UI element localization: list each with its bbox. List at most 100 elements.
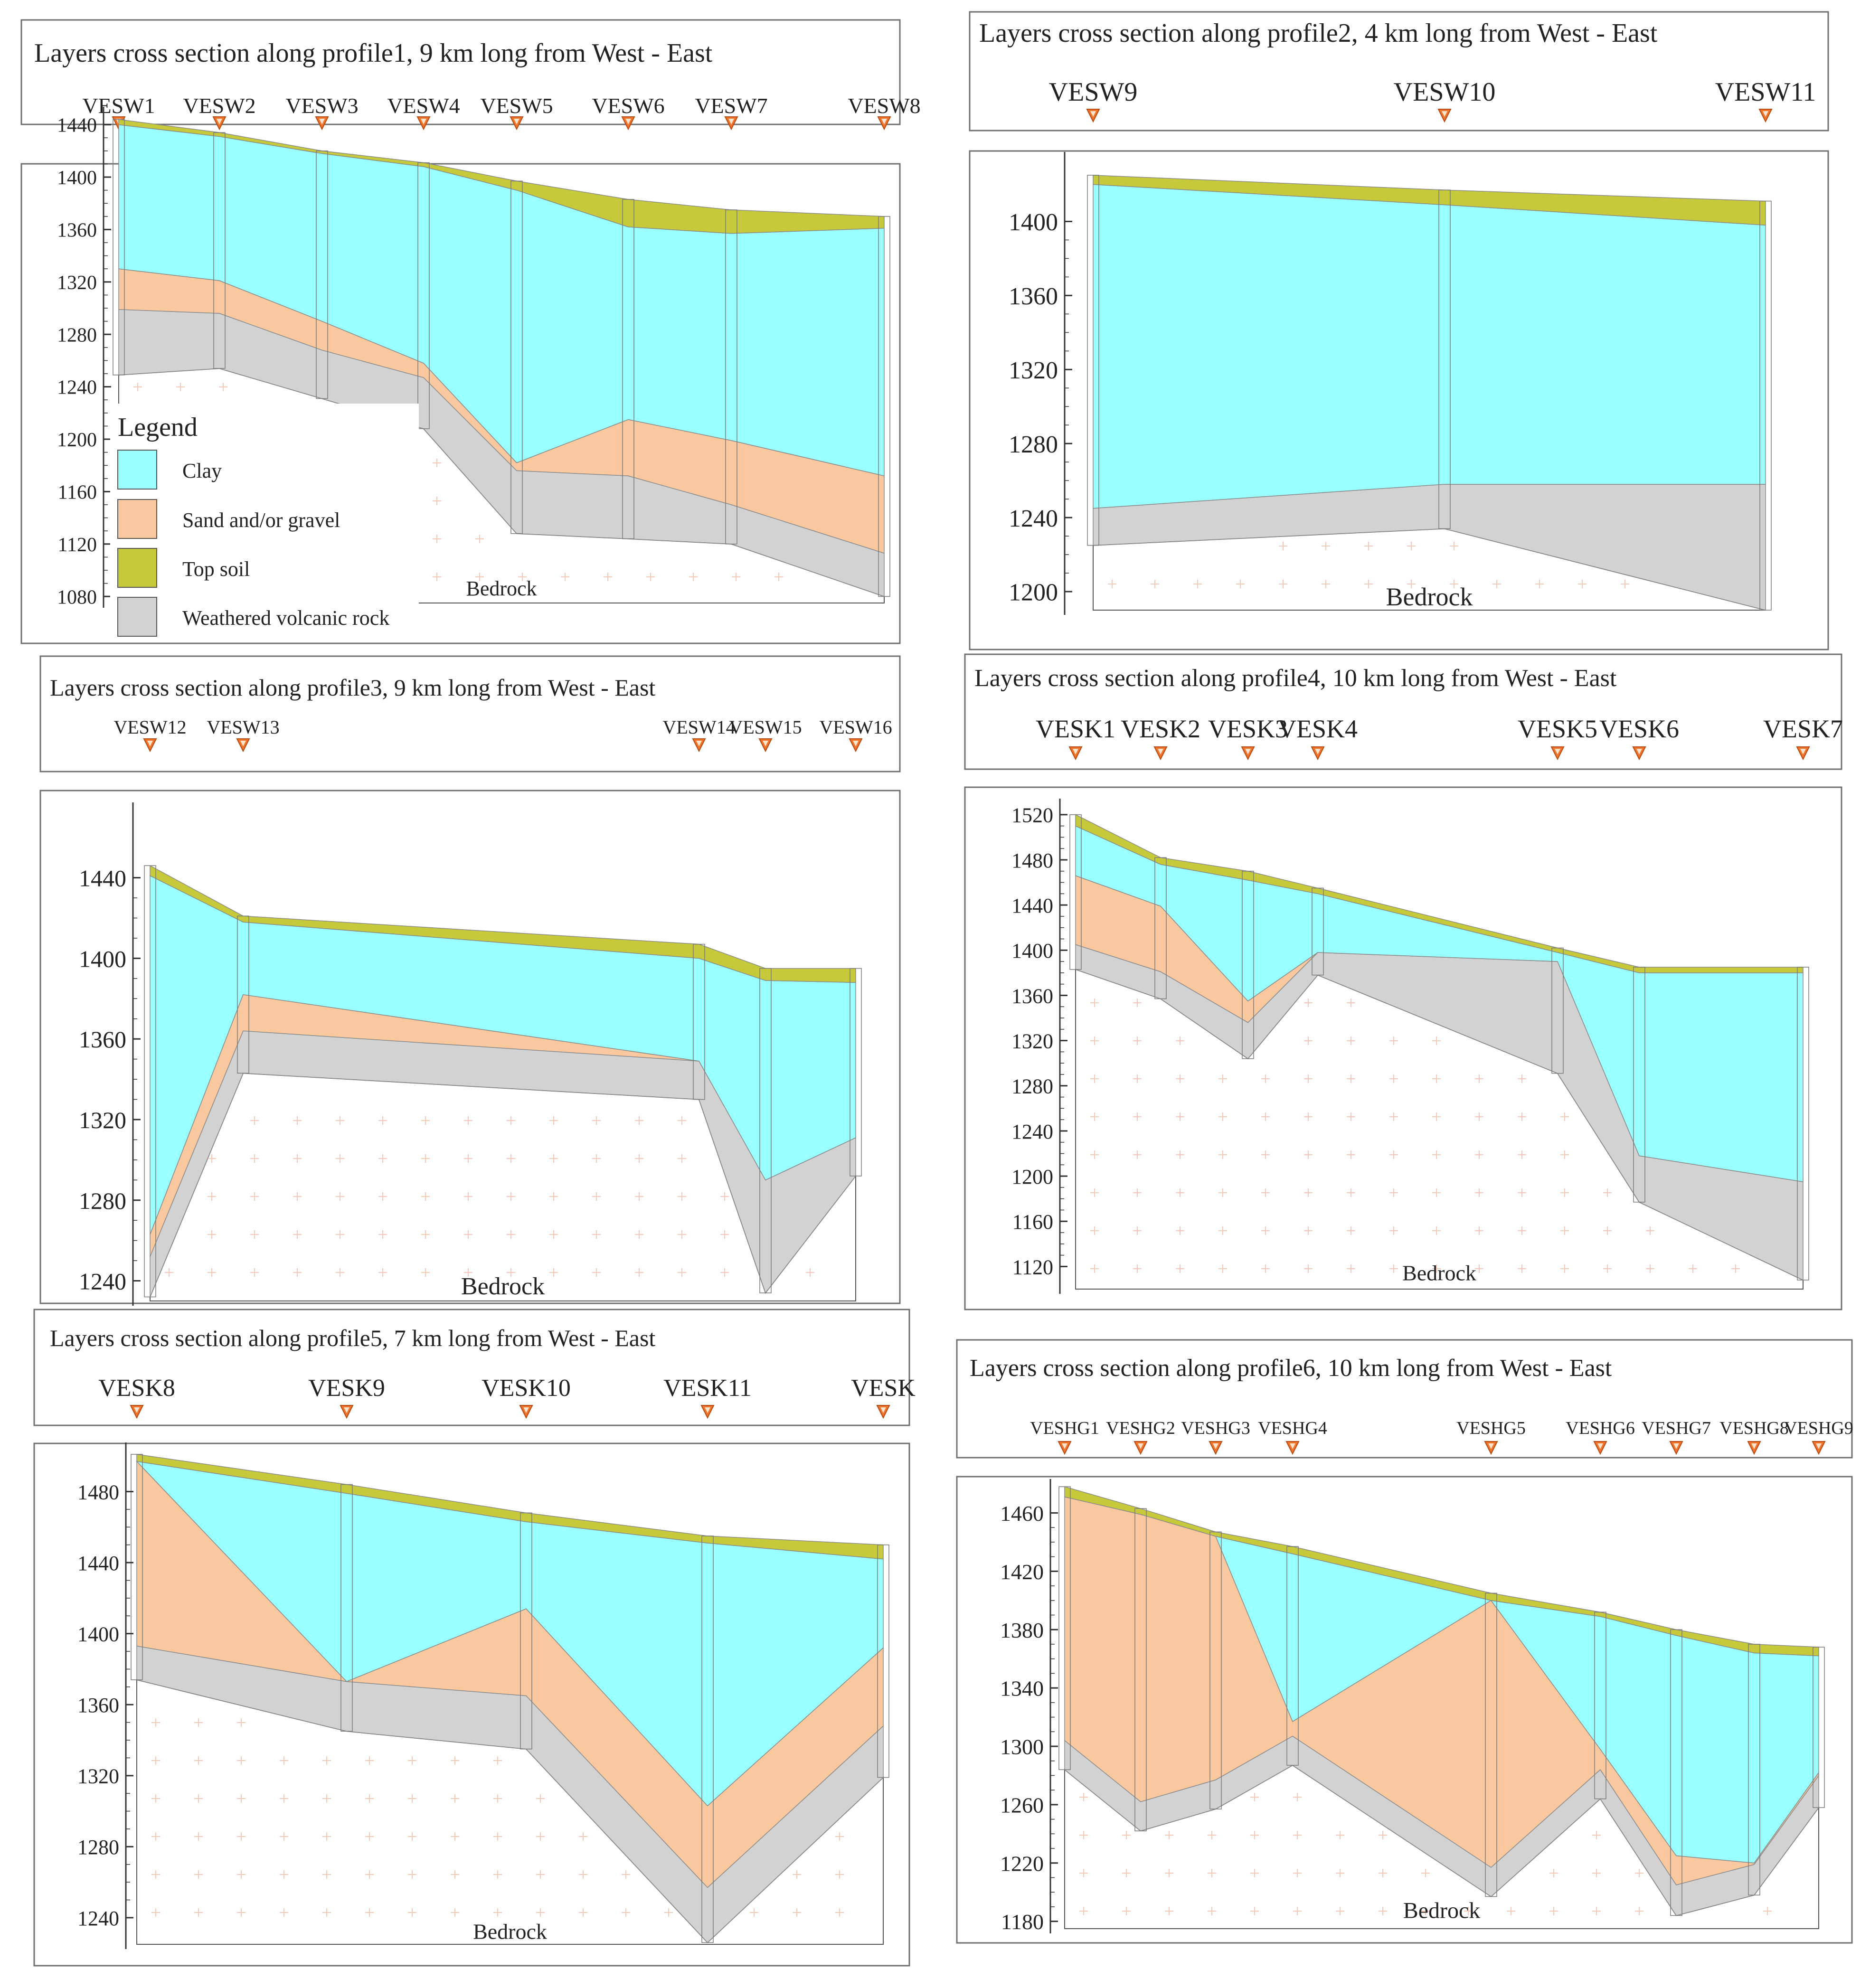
borehole-column: [1797, 967, 1809, 1281]
plus-mark: [1304, 1264, 1313, 1273]
plus-mark: [1379, 1907, 1387, 1915]
plus-mark: [1475, 1264, 1483, 1273]
y-tick-label: 1340: [1000, 1677, 1044, 1701]
plus-mark: [1208, 1907, 1216, 1915]
plus-mark: [1261, 1226, 1270, 1235]
plus-mark: [322, 1794, 331, 1803]
plus-mark: [280, 1794, 288, 1803]
plus-mark: [1432, 1226, 1441, 1235]
plus-mark: [592, 1192, 601, 1201]
station-label: VESW9: [1049, 77, 1138, 107]
station-marker-inner: [1090, 111, 1096, 117]
plus-mark: [280, 1832, 288, 1841]
plus-mark: [507, 1154, 515, 1163]
y-tick-label: 1440: [1011, 894, 1053, 917]
plus-mark: [433, 573, 441, 581]
station-marker-inner: [1158, 749, 1163, 754]
station-label: VESK1: [1036, 715, 1115, 743]
plus-mark: [451, 1870, 459, 1879]
y-tick-label: 1420: [1000, 1560, 1044, 1584]
plus-mark: [1347, 1074, 1355, 1083]
station-label: VESHG7: [1642, 1418, 1711, 1438]
plus-mark: [518, 573, 527, 581]
plus-mark: [720, 1230, 729, 1239]
plus-mark: [1090, 1226, 1099, 1235]
plus-mark: [1347, 1150, 1355, 1159]
borehole-column: [417, 162, 430, 429]
plus-mark: [151, 1794, 160, 1803]
plus-mark: [293, 1154, 302, 1163]
station-marker-inner: [705, 1407, 710, 1413]
station-label: VESW1: [82, 94, 155, 118]
station-label: VESW12: [113, 716, 186, 738]
plus-mark: [1560, 1150, 1569, 1159]
plus-mark: [1518, 1112, 1526, 1121]
y-tick-label: 1280: [57, 324, 97, 346]
station-marker-inner: [625, 119, 631, 124]
y-tick-label: 1360: [79, 1026, 126, 1053]
station-marker-inner: [1073, 749, 1078, 754]
plus-mark: [322, 1832, 331, 1841]
plus-mark: [322, 1870, 331, 1879]
plus-mark: [336, 1116, 344, 1125]
plus-mark: [1432, 1150, 1441, 1159]
plus-mark: [208, 1230, 216, 1239]
plus-mark: [622, 1908, 630, 1917]
plus-mark: [293, 1230, 302, 1239]
plus-mark: [1592, 1831, 1601, 1839]
plus-mark: [720, 1268, 729, 1277]
plus-mark: [1450, 542, 1458, 550]
plus-mark: [464, 1230, 472, 1239]
y-tick-label: 1400: [77, 1622, 119, 1646]
plus-mark: [507, 1192, 515, 1201]
plus-mark: [635, 1116, 643, 1125]
station-label: VESW11: [1715, 77, 1816, 107]
y-tick-label: 1440: [77, 1552, 119, 1575]
station-marker-inner: [421, 119, 426, 124]
station-marker-inner: [1290, 1443, 1295, 1449]
plus-mark: [536, 1908, 545, 1917]
plus-mark: [336, 1268, 344, 1277]
plus-mark: [1176, 1074, 1184, 1083]
profile-title: Layers cross section along profile5, 7 k…: [50, 1325, 655, 1351]
borehole-column: [693, 943, 705, 1100]
legend-item-label: Sand and/or gravel: [182, 509, 340, 532]
plus-mark: [1165, 1907, 1173, 1915]
plus-mark: [678, 1154, 686, 1163]
plus-mark: [1347, 999, 1355, 1007]
plus-mark: [1560, 1112, 1569, 1121]
plus-mark: [1432, 1188, 1441, 1197]
borehole-column: [1242, 870, 1254, 1059]
station-label: VESW7: [695, 94, 767, 118]
station-marker-inner: [1800, 749, 1806, 754]
borehole-column: [1286, 1546, 1299, 1766]
bedrock-pattern: [1090, 999, 1740, 1273]
bedrock-pattern: [1108, 542, 1629, 588]
plus-mark: [793, 1870, 801, 1879]
bedrock-label: Bedrock: [466, 577, 537, 600]
plus-mark: [1389, 1150, 1398, 1159]
plus-mark: [646, 573, 655, 581]
plus-mark: [678, 1192, 686, 1201]
station-marker-inner: [1673, 1443, 1679, 1449]
legend: Legend Clay Sand and/or gravel Top soil Weat…: [110, 404, 419, 637]
plus-mark: [151, 1718, 160, 1727]
station-label: VESW8: [848, 94, 920, 118]
plus-mark: [579, 1832, 587, 1841]
plus-mark: [1218, 1188, 1227, 1197]
plus-mark: [464, 1154, 472, 1163]
legend-item-label: Clay: [182, 459, 222, 482]
plus-mark: [1646, 1226, 1654, 1235]
plus-mark: [194, 1870, 203, 1879]
plus-mark: [1218, 1112, 1227, 1121]
borehole-column: [1209, 1531, 1222, 1809]
plus-mark: [1090, 1036, 1099, 1045]
plus-mark: [1560, 1226, 1569, 1235]
y-tick-label: 1200: [57, 429, 97, 451]
plus-mark: [1475, 1074, 1483, 1083]
y-tick-label: 1320: [1009, 357, 1058, 384]
plus-mark: [493, 1794, 502, 1803]
plus-mark: [1432, 1112, 1441, 1121]
plus-mark: [1518, 1264, 1526, 1273]
